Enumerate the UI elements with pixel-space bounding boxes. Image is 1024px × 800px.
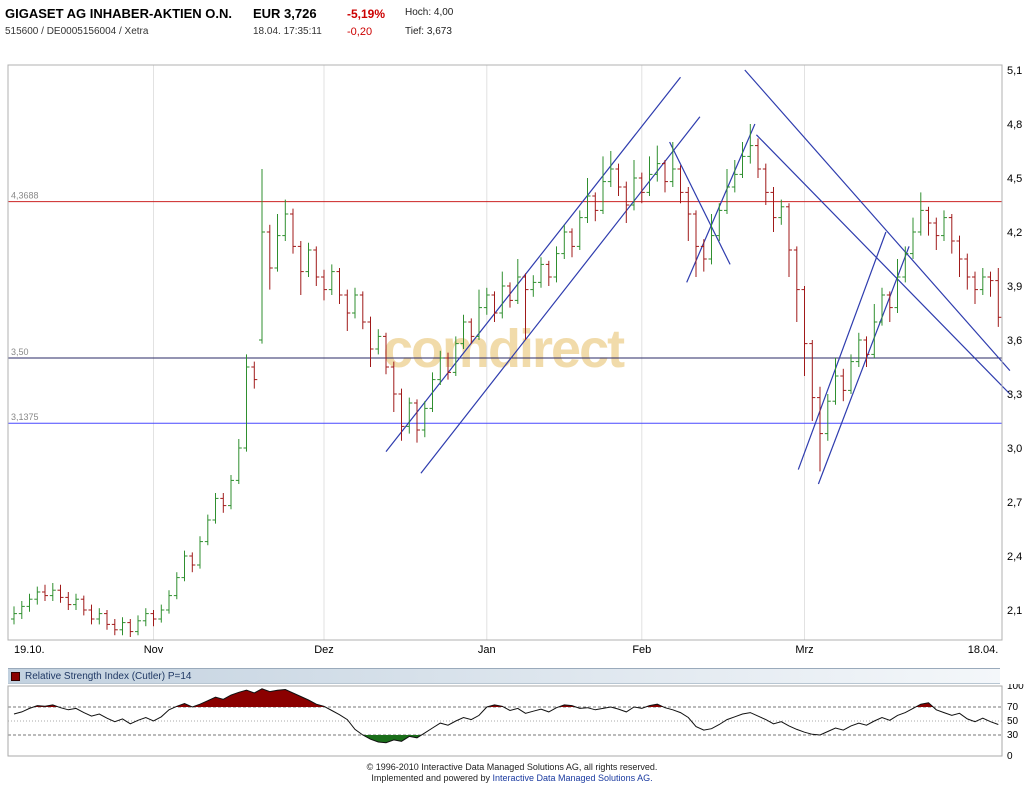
svg-text:100: 100 <box>1007 684 1024 692</box>
svg-text:Mrz: Mrz <box>795 644 813 656</box>
footer-credit: Implemented and powered by Interactive D… <box>371 773 653 783</box>
svg-text:Nov: Nov <box>144 644 164 656</box>
watermark: comdirect <box>383 319 625 379</box>
rsi-chart: 100 70 50 30 0 <box>7 684 1024 762</box>
svg-text:2,4: 2,4 <box>1007 551 1022 563</box>
price-chart: 4,3688 3,50 3,1375 5,1 4,8 4,5 4,2 3,9 3,6 3,3 3,0… <box>7 64 1022 656</box>
svg-text:3,6: 3,6 <box>1007 335 1022 347</box>
svg-text:3,3: 3,3 <box>1007 389 1022 401</box>
svg-text:50: 50 <box>1007 716 1019 727</box>
ohlc-bars <box>11 124 1002 637</box>
change-absolute: -0,20 <box>347 26 373 38</box>
svg-text:5,1: 5,1 <box>1007 65 1022 77</box>
footer-copyright: © 1996-2010 Interactive Data Managed Sol… <box>366 762 658 772</box>
svg-text:Feb: Feb <box>632 644 651 656</box>
svg-text:30: 30 <box>1007 730 1019 741</box>
svg-text:4,3688: 4,3688 <box>11 191 39 201</box>
svg-text:4,2: 4,2 <box>1007 227 1022 239</box>
day-high: Hoch: 4,00 <box>405 7 454 18</box>
svg-text:Jan: Jan <box>478 644 496 656</box>
page-title: GIGASET AG INHABER-AKTIEN O.N. <box>5 6 233 21</box>
svg-text:2,7: 2,7 <box>1007 497 1022 509</box>
svg-text:4,8: 4,8 <box>1007 119 1022 131</box>
rsi-title: Relative Strength Index (Cutler) P=14 <box>25 670 192 682</box>
day-low: Tief: 3,673 <box>405 26 452 37</box>
instrument-id: 515600 / DE0005156004 / Xetra <box>5 26 149 37</box>
svg-text:2,1: 2,1 <box>1007 605 1022 617</box>
footer: © 1996-2010 Interactive Data Managed Sol… <box>0 762 1024 784</box>
trendlines <box>385 69 1011 485</box>
rsi-panel-header: Relative Strength Index (Cutler) P=14 <box>8 668 1000 684</box>
current-price: EUR 3,726 <box>253 6 317 21</box>
svg-text:3,50: 3,50 <box>11 347 29 357</box>
svg-text:0: 0 <box>1007 751 1013 762</box>
quote-timestamp: 18.04. 17:35:11 <box>253 26 322 37</box>
svg-text:3,0: 3,0 <box>1007 443 1022 455</box>
svg-text:18.04.: 18.04. <box>968 644 999 656</box>
rsi-legend-icon <box>11 671 20 681</box>
svg-text:70: 70 <box>1007 702 1019 713</box>
footer-credit-link[interactable]: Interactive Data Managed Solutions AG. <box>492 773 653 783</box>
svg-text:3,9: 3,9 <box>1007 281 1022 293</box>
svg-text:4,5: 4,5 <box>1007 173 1022 185</box>
svg-text:19.10.: 19.10. <box>14 644 45 656</box>
svg-text:Dez: Dez <box>314 644 334 656</box>
svg-text:3,1375: 3,1375 <box>11 412 39 422</box>
rsi-line <box>13 688 999 744</box>
change-percent: -5,19% <box>347 7 386 21</box>
